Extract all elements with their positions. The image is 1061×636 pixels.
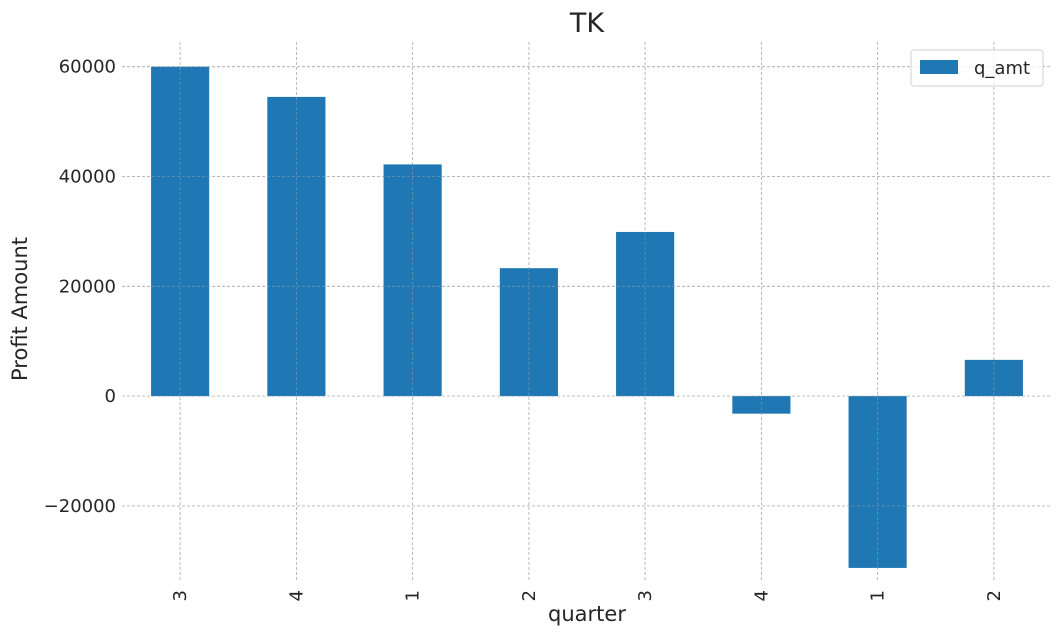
grid-overlay — [122, 42, 1052, 580]
x-axis-label: quarter — [548, 602, 626, 626]
legend-swatch — [920, 60, 958, 74]
grid — [122, 42, 1052, 580]
x-tick-label: 4 — [286, 590, 307, 601]
y-tick-label: 0 — [105, 386, 116, 407]
y-tick-label: 20000 — [59, 276, 116, 297]
x-tick-label: 3 — [635, 590, 656, 601]
y-axis-ticks: −20000 0 20000 40000 60000 — [44, 57, 116, 517]
y-tick-label: 40000 — [59, 167, 116, 188]
x-axis-ticks: 3 4 1 2 3 4 1 2 — [170, 590, 1005, 601]
x-tick-label: 3 — [170, 590, 191, 601]
bar — [151, 66, 210, 397]
x-tick-label: 4 — [751, 590, 772, 601]
bars — [122, 42, 1052, 580]
legend-box — [910, 49, 1044, 87]
bar — [267, 96, 326, 397]
x-tick-label: 2 — [984, 590, 1005, 601]
legend: q_amt — [910, 49, 1044, 87]
x-tick-label: 2 — [519, 590, 540, 601]
y-tick-label: 60000 — [59, 57, 116, 78]
legend-label: q_amt — [974, 58, 1030, 79]
y-tick-label: −20000 — [44, 496, 116, 517]
y-axis-label: Profit Amount — [8, 237, 32, 381]
x-tick-label: 1 — [868, 590, 889, 601]
x-tick-label: 1 — [403, 590, 424, 601]
chart-title: TK — [569, 8, 605, 39]
